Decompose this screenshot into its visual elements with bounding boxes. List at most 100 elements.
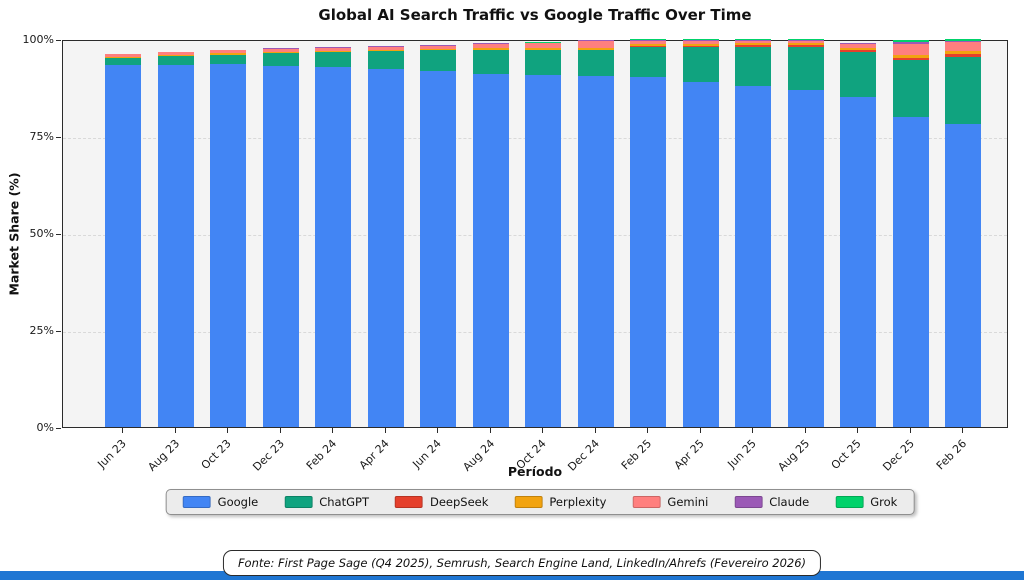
x-tick-mark — [804, 428, 806, 433]
legend-label: DeepSeek — [429, 495, 489, 509]
segment-google — [577, 75, 614, 427]
segment-google — [105, 65, 141, 427]
y-tick-label: 50% — [29, 227, 54, 240]
bar-jun-24 — [420, 44, 456, 427]
segment-chatgpt — [577, 49, 614, 76]
segment-grok — [787, 39, 824, 40]
segment-gemini — [840, 44, 876, 48]
segment-claude — [682, 39, 719, 41]
segment-gemini — [262, 48, 299, 52]
segment-google — [472, 73, 509, 427]
segment-perplexity — [577, 47, 614, 50]
segment-deepseek — [892, 57, 929, 61]
segment-perplexity — [315, 50, 351, 52]
legend-label: Google — [217, 495, 259, 509]
y-tick-mark — [56, 428, 61, 429]
legend-item-perplexity: Perplexity — [514, 495, 606, 509]
y-tick-label: 25% — [29, 324, 54, 337]
segment-perplexity — [420, 48, 456, 50]
segment-perplexity — [630, 44, 666, 46]
segment-grok — [945, 39, 981, 41]
x-tick-mark — [857, 428, 858, 433]
x-tick-mark — [909, 428, 911, 433]
bar-aug-24 — [472, 43, 509, 427]
segment-gemini — [525, 43, 561, 49]
segment-google — [682, 81, 719, 427]
segment-claude — [892, 42, 929, 44]
x-tick-mark — [594, 428, 596, 433]
segment-gemini — [367, 47, 404, 50]
segment-chatgpt — [892, 60, 929, 117]
segment-claude — [577, 40, 614, 41]
bar-dec-23 — [262, 47, 299, 427]
segment-claude — [472, 43, 509, 45]
bar-feb-25 — [630, 39, 666, 427]
legend-swatch-perplexity — [514, 496, 543, 508]
x-tick-mark — [647, 428, 648, 433]
segment-gemini — [157, 52, 194, 55]
y-tick-mark — [56, 234, 61, 235]
segment-google — [735, 85, 771, 427]
bar-oct-24 — [525, 42, 561, 427]
legend-swatch-claude — [734, 496, 763, 508]
segment-perplexity — [945, 51, 981, 55]
bar-aug-23 — [157, 51, 194, 427]
legend-label: Gemini — [667, 495, 709, 509]
segment-perplexity — [735, 42, 771, 45]
legend-swatch-gemini — [632, 496, 661, 508]
segment-chatgpt — [157, 55, 194, 65]
segment-chatgpt — [630, 46, 666, 77]
segment-gemini — [787, 40, 824, 44]
x-tick-mark — [279, 428, 281, 433]
bar-apr-25 — [682, 39, 719, 427]
legend-item-google: Google — [182, 495, 259, 509]
bar-jun-23 — [105, 53, 141, 427]
segment-google — [525, 75, 561, 427]
segment-google — [420, 71, 456, 427]
segment-perplexity — [682, 43, 719, 46]
bar-oct-25 — [840, 42, 876, 427]
segment-google — [262, 66, 299, 427]
segment-claude — [787, 39, 824, 41]
x-tick-mark — [752, 428, 753, 433]
segment-perplexity — [787, 43, 824, 46]
legend-item-deepseek: DeepSeek — [394, 495, 489, 509]
legend: Google ChatGPT DeepSeek Perplexity Gemini Cla… — [165, 489, 915, 515]
segment-perplexity — [157, 54, 194, 56]
x-tick-mark — [227, 428, 228, 433]
segment-perplexity — [367, 49, 404, 52]
segment-grok — [840, 42, 876, 44]
segment-deepseek — [787, 45, 824, 48]
segment-claude — [367, 46, 404, 48]
segment-gemini — [892, 43, 929, 55]
segment-gemini — [577, 40, 614, 48]
bar-feb-26 — [945, 39, 981, 427]
segment-deepseek — [630, 46, 666, 47]
y-tick-label: 100% — [22, 33, 54, 46]
legend-swatch-chatgpt — [284, 496, 313, 508]
segment-google — [157, 64, 194, 427]
segment-grok — [892, 40, 929, 43]
bar-apr-24 — [367, 46, 404, 427]
segment-chatgpt — [472, 49, 509, 74]
legend-swatch-deepseek — [394, 496, 423, 508]
segment-grok — [630, 39, 666, 40]
segment-deepseek — [945, 54, 981, 57]
segment-chatgpt — [210, 54, 246, 65]
segment-google — [840, 97, 876, 427]
segment-chatgpt — [787, 47, 824, 90]
bar-oct-23 — [210, 49, 246, 427]
segment-claude — [630, 39, 666, 41]
segment-claude — [945, 41, 981, 43]
segment-google — [787, 89, 824, 427]
segment-claude — [735, 39, 771, 41]
segment-claude — [262, 47, 299, 49]
segment-claude — [525, 42, 561, 44]
segment-gemini — [945, 42, 981, 52]
segment-perplexity — [525, 48, 561, 50]
y-tick-label: 75% — [29, 130, 54, 143]
segment-chatgpt — [262, 52, 299, 67]
x-tick-mark — [962, 428, 963, 433]
segment-gemini — [735, 40, 771, 43]
x-tick-mark — [174, 428, 176, 433]
